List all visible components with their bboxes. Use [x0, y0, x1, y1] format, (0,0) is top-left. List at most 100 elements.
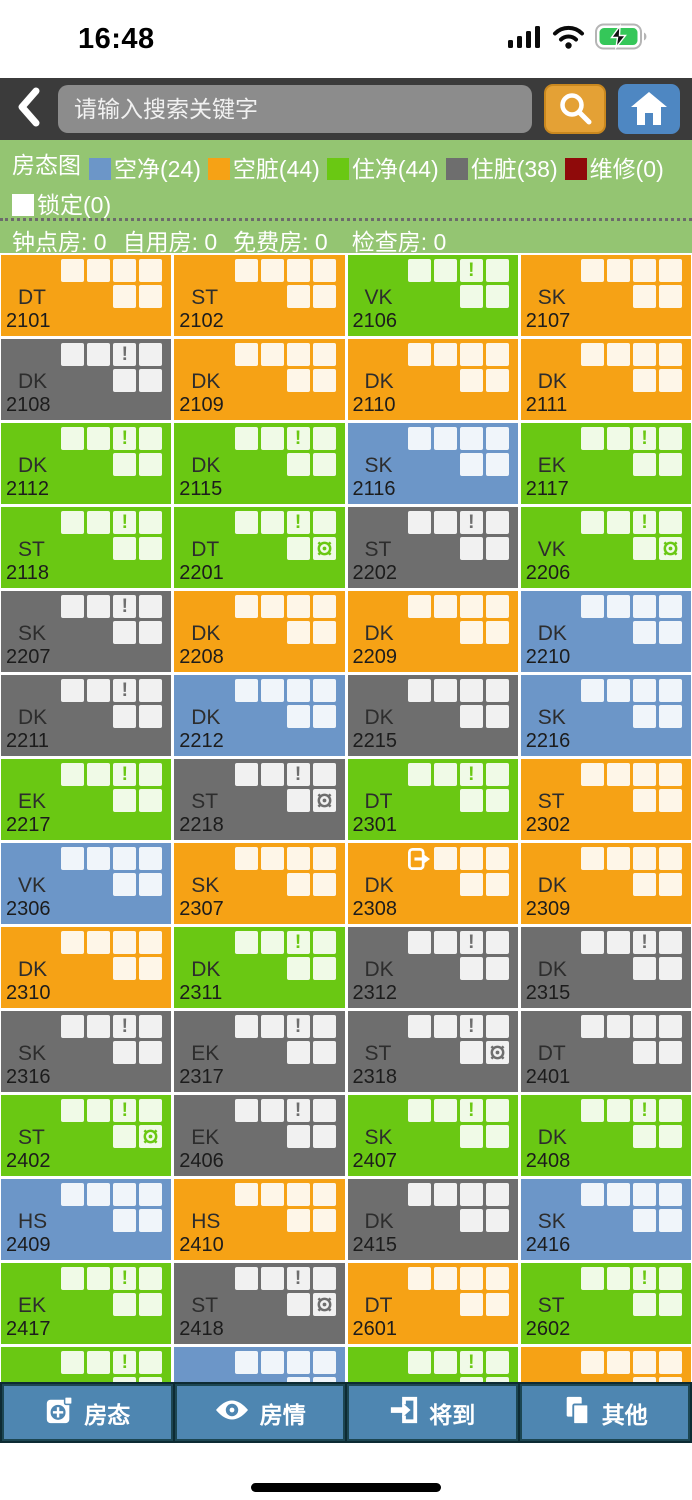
indicator-slot [61, 1015, 85, 1038]
room-cell-2301[interactable]: DT 2301! [347, 759, 518, 840]
room-cell-2317[interactable]: EK 2317! [174, 1011, 345, 1092]
room-cell-2407[interactable]: SK 2407! [347, 1095, 518, 1176]
indicator-slot [633, 343, 656, 366]
room-cell-2417[interactable]: EK 2417! [1, 1263, 172, 1344]
indicator-row-bottom [459, 1293, 509, 1316]
room-cell-2107[interactable]: SK 2107 [520, 255, 691, 336]
back-button[interactable] [12, 84, 46, 134]
room-cell-partial[interactable]: ! [1, 1347, 172, 1382]
room-type: SK [364, 454, 393, 477]
nav-button-其他[interactable]: 其他 [519, 1384, 690, 1441]
stat-item: 检查房: 0 [351, 229, 447, 253]
room-cell-2410[interactable]: HS 2410 [174, 1179, 345, 1260]
room-cell-2106[interactable]: VK 2106! [347, 255, 518, 336]
indicator-row-bottom [286, 537, 336, 560]
room-cell-partial[interactable] [174, 1347, 345, 1382]
room-cell-2102[interactable]: ST 2102 [174, 255, 345, 336]
indicator-slot [286, 1377, 310, 1382]
room-cell-2409[interactable]: HS 2409 [1, 1179, 172, 1260]
room-number: 2111 [525, 394, 568, 416]
room-cell-2211[interactable]: DK 2211! [1, 675, 172, 756]
room-cell-2210[interactable]: DK 2210 [520, 591, 691, 672]
indicator-row-top [407, 679, 509, 702]
room-indicators: ! [61, 343, 163, 392]
room-cell-2206[interactable]: VK 2206! [520, 507, 691, 588]
room-cell-2310[interactable]: DK 2310 [1, 927, 172, 1008]
indicator-slot [581, 511, 604, 534]
room-cell-2311[interactable]: DK 2311! [174, 927, 345, 1008]
indicator-slot [433, 1015, 457, 1038]
room-cell-2406[interactable]: EK 2406! [174, 1095, 345, 1176]
room-cell-2218[interactable]: ST 2218! [174, 759, 345, 840]
indicator-slot [581, 1099, 604, 1122]
indicator-row-top [407, 343, 509, 366]
room-cell-partial[interactable] [520, 1347, 691, 1382]
indicator-slot [607, 847, 630, 870]
room-cell-2307[interactable]: SK 2307 [174, 843, 345, 924]
indicator-slot [459, 1267, 483, 1290]
indicator-row-bottom [633, 453, 682, 476]
indicator-slot [607, 1099, 630, 1122]
room-cell-2415[interactable]: DK 2415 [347, 1179, 518, 1260]
indicator-slot [139, 537, 163, 560]
room-cell-2402[interactable]: ST 2402! [1, 1095, 172, 1176]
legend-stats-panel: 房态图 空净(24) 空脏(44) 住净(44) 住脏(38) 维修(0) 锁定(0) 钟点… [0, 140, 692, 253]
room-cell-2112[interactable]: DK 2112! [1, 423, 172, 504]
room-cell-2111[interactable]: DK 2111 [520, 339, 691, 420]
room-cell-2110[interactable]: DK 2110 [347, 339, 518, 420]
room-cell-2202[interactable]: ST 2202! [347, 507, 518, 588]
room-cell-2118[interactable]: ST 2118! [1, 507, 172, 588]
room-cell-2401[interactable]: DT 2401 [520, 1011, 691, 1092]
search-button[interactable] [544, 84, 606, 134]
search-input[interactable] [58, 85, 532, 133]
room-cell-2602[interactable]: ST 2602! [520, 1263, 691, 1344]
indicator-slot [433, 259, 457, 282]
room-cell-2212[interactable]: DK 2212 [174, 675, 345, 756]
home-button[interactable] [618, 84, 680, 134]
room-cell-2408[interactable]: DK 2408! [520, 1095, 691, 1176]
room-cell-2312[interactable]: DK 2312! [347, 927, 518, 1008]
room-cell-2209[interactable]: DK 2209 [347, 591, 518, 672]
room-cell-2215[interactable]: DK 2215 [347, 675, 518, 756]
indicator-row-top: ! [581, 931, 682, 954]
nav-button-将到[interactable]: 将到 [347, 1384, 518, 1441]
room-cell-2315[interactable]: DK 2315! [520, 927, 691, 1008]
room-cell-2116[interactable]: SK 2116 [347, 423, 518, 504]
room-cell-2208[interactable]: DK 2208 [174, 591, 345, 672]
nav-button-房态[interactable]: 房态 [2, 1384, 173, 1441]
room-cell-2216[interactable]: SK 2216 [520, 675, 691, 756]
room-cell-2108[interactable]: DK 2108! [1, 339, 172, 420]
room-cell-2217[interactable]: EK 2217! [1, 759, 172, 840]
indicator-slot [87, 1267, 111, 1290]
room-cell-2117[interactable]: EK 2117! [520, 423, 691, 504]
room-cell-2115[interactable]: DK 2115! [174, 423, 345, 504]
room-indicators: ! [407, 1099, 509, 1148]
indicator-slot [139, 1015, 163, 1038]
room-cell-2201[interactable]: DT 2201! [174, 507, 345, 588]
home-indicator[interactable] [251, 1483, 441, 1492]
indicator-slot [633, 1293, 656, 1316]
exclamation-icon: ! [633, 1267, 656, 1290]
room-number: 2301 [352, 814, 398, 836]
room-cell-2309[interactable]: DK 2309 [520, 843, 691, 924]
room-cell-2101[interactable]: DT 2101 [1, 255, 172, 336]
room-type: ST [18, 1126, 45, 1149]
indicator-slot [61, 343, 85, 366]
room-cell-partial[interactable]: ! [347, 1347, 518, 1382]
indicator-slot [633, 1351, 656, 1374]
nav-button-房情[interactable]: 房情 [174, 1384, 345, 1441]
room-type: DT [364, 790, 393, 813]
room-cell-2306[interactable]: VK 2306 [1, 843, 172, 924]
room-cell-2316[interactable]: SK 2316! [1, 1011, 172, 1092]
room-cell-2418[interactable]: ST 2418! [174, 1263, 345, 1344]
room-cell-2302[interactable]: ST 2302 [520, 759, 691, 840]
room-cell-2416[interactable]: SK 2416 [520, 1179, 691, 1260]
room-cell-2601[interactable]: DT 2601 [347, 1263, 518, 1344]
exclamation-icon: ! [113, 1015, 137, 1038]
room-cell-2207[interactable]: SK 2207! [1, 591, 172, 672]
room-indicators [234, 847, 336, 896]
room-cell-2308[interactable]: DK 2308 [347, 843, 518, 924]
room-cell-2318[interactable]: ST 2318! [347, 1011, 518, 1092]
room-cell-2109[interactable]: DK 2109 [174, 339, 345, 420]
indicator-slot [581, 1351, 604, 1374]
